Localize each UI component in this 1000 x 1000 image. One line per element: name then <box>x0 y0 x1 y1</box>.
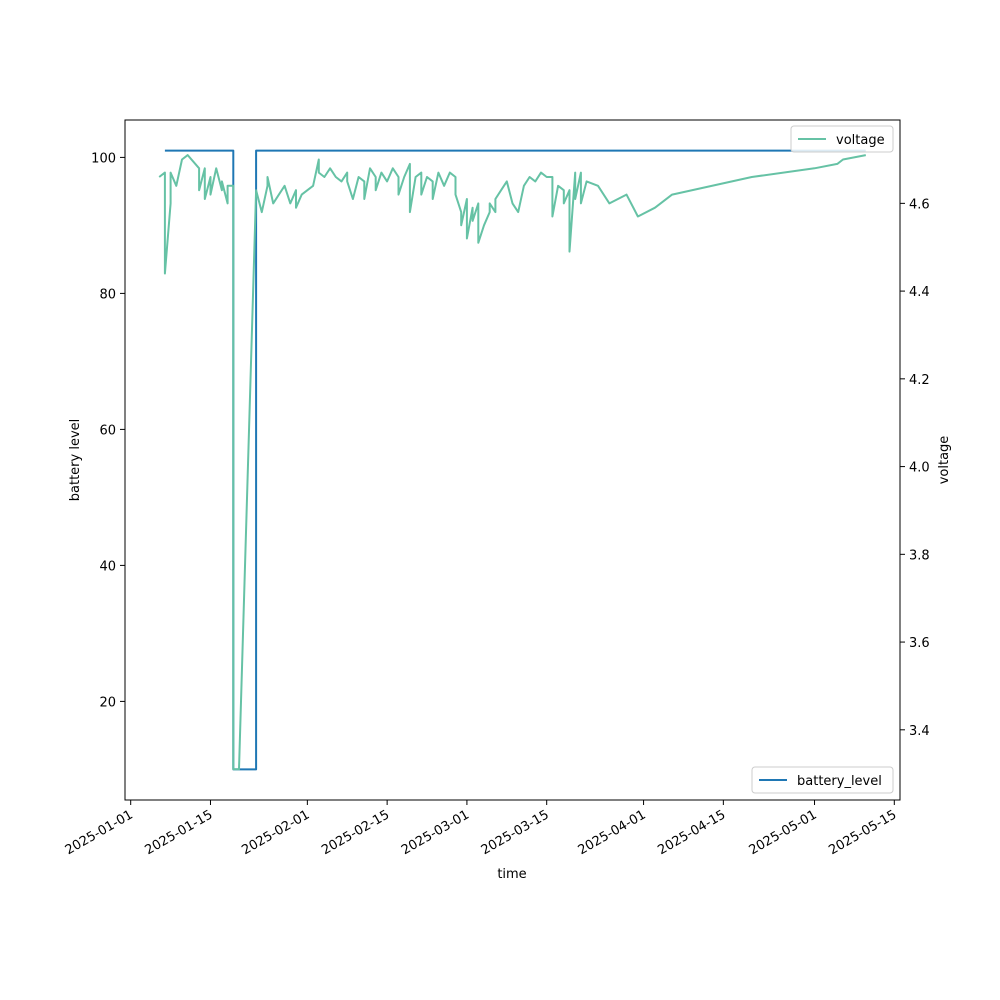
legend-battery-level: battery_level <box>751 766 894 794</box>
legend-voltage-label: voltage <box>836 133 885 148</box>
y-left-tick-label: 100 <box>91 151 116 166</box>
y-axis-right: 3.4 3.6 3.8 4.0 4.2 4.4 4.6 <box>900 197 930 739</box>
x-axis-label: time <box>497 867 526 882</box>
series-line-battery-level <box>164 149 866 771</box>
series-line-voltage <box>158 154 866 771</box>
y-left-tick-label: 80 <box>99 287 116 302</box>
y-right-tick-label: 4.2 <box>909 373 930 388</box>
y-right-tick-label: 4.6 <box>909 197 930 212</box>
legend-voltage: voltage <box>790 125 894 153</box>
y-left-tick-label: 20 <box>99 695 116 710</box>
legend-battery-level-label: battery_level <box>797 774 882 789</box>
y-axis-left-label: battery level <box>68 419 83 502</box>
y-right-tick-label: 3.8 <box>909 548 930 563</box>
plot-frame <box>124 119 901 801</box>
y-right-tick-label: 4.0 <box>909 461 930 476</box>
legend-voltage-box <box>790 125 894 153</box>
y-left-tick-label: 60 <box>99 423 116 438</box>
y-axis-left: 20 40 60 80 100 <box>91 151 125 710</box>
y-right-tick-label: 4.4 <box>909 285 930 300</box>
y-right-tick-label: 3.4 <box>909 724 930 739</box>
y-axis-right-label: voltage <box>937 436 952 485</box>
y-right-tick-label: 3.6 <box>909 636 930 651</box>
y-left-tick-label: 40 <box>99 559 116 574</box>
legend-battery-level-box <box>751 766 894 794</box>
series-layer <box>158 149 866 771</box>
